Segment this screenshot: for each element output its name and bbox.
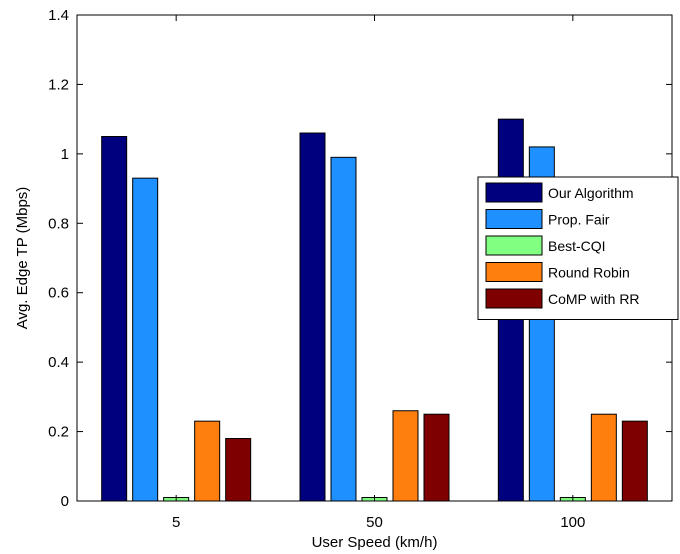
legend-swatch (485, 262, 543, 282)
x-tick-label: 50 (366, 514, 383, 531)
bar (392, 410, 419, 502)
bar (132, 177, 159, 502)
bar (423, 413, 450, 502)
y-tick-label: 1 (61, 146, 69, 163)
legend: Our Algorithm Prop. Fair Best-CQI Round Rob… (477, 176, 679, 320)
y-tick-label: 1.4 (48, 7, 69, 24)
legend-swatch (485, 182, 543, 203)
bar (621, 420, 648, 502)
y-tick-label: 0 (61, 493, 69, 510)
x-axis-ticks: 5 50 100 (172, 15, 585, 531)
y-tick-label: 0.6 (48, 285, 69, 302)
x-tick-label: 100 (560, 514, 585, 531)
bar (101, 136, 128, 502)
y-tick-label: 0.2 (48, 424, 69, 441)
y-axis-ticks: 0 0.2 0.4 0.6 0.8 1 1.2 1.4 (48, 7, 672, 510)
legend-swatch (485, 235, 543, 256)
bar (299, 132, 326, 502)
y-tick-label: 0.8 (48, 215, 69, 232)
legend-label: Best-CQI (548, 238, 606, 254)
bar (194, 420, 221, 502)
bar (330, 156, 357, 502)
y-tick-label: 1.2 (48, 76, 69, 93)
bars-group (101, 118, 648, 502)
bar (590, 413, 617, 502)
x-tick-label: 5 (172, 514, 180, 531)
x-axis-label: User Speed (km/h) (312, 534, 438, 551)
legend-label: Round Robin (548, 265, 630, 281)
legend-label: Prop. Fair (548, 212, 610, 228)
y-axis-label: Avg. Edge TP (Mbps) (14, 187, 31, 330)
legend-swatch (485, 288, 543, 309)
legend-label: Our Algorithm (548, 185, 634, 201)
bar (225, 438, 252, 502)
legend-swatch (485, 209, 543, 229)
legend-label: CoMP with RR (548, 291, 640, 307)
y-tick-label: 0.4 (48, 354, 69, 371)
